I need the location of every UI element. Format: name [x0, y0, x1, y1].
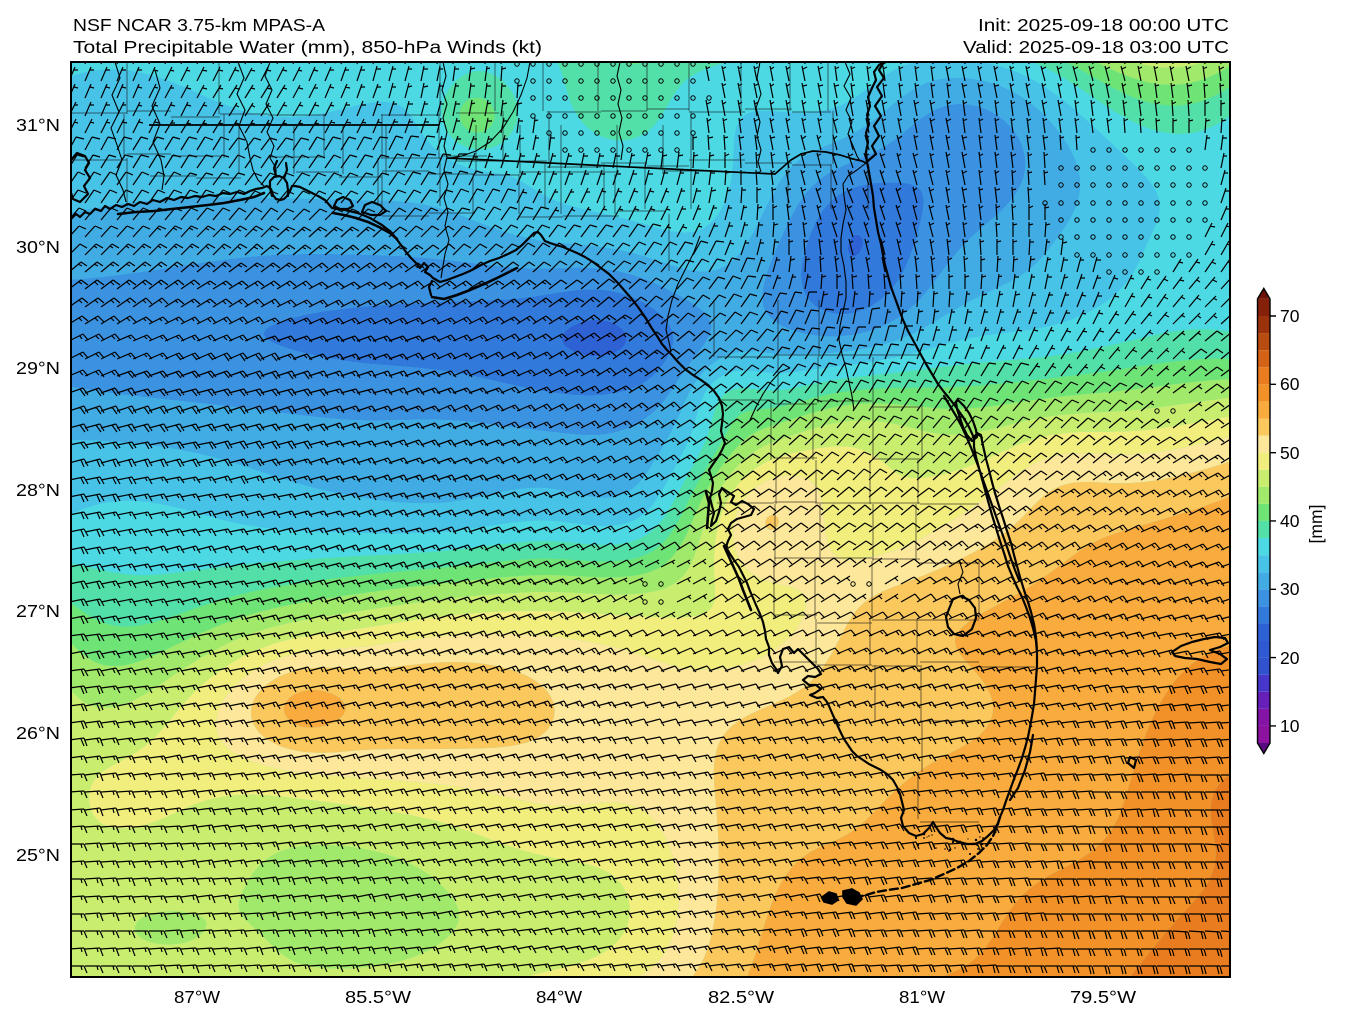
svg-text:26°N: 26°N: [16, 723, 60, 743]
svg-text:70: 70: [1280, 306, 1300, 326]
svg-text:81°W: 81°W: [899, 987, 946, 1007]
svg-text:Valid: 2025-09-18 03:00 UTC: Valid: 2025-09-18 03:00 UTC: [963, 37, 1229, 57]
svg-text:82.5°W: 82.5°W: [708, 987, 775, 1007]
svg-text:50: 50: [1280, 443, 1300, 463]
svg-text:85.5°W: 85.5°W: [345, 987, 412, 1007]
svg-text:10: 10: [1280, 716, 1300, 736]
svg-text:31°N: 31°N: [16, 115, 60, 135]
svg-text:79.5°W: 79.5°W: [1070, 987, 1137, 1007]
svg-text:20: 20: [1280, 648, 1300, 668]
svg-text:30°N: 30°N: [16, 237, 60, 257]
svg-text:Total Precipitable Water (mm),: Total Precipitable Water (mm), 850-hPa W…: [73, 37, 542, 57]
svg-text:40: 40: [1280, 511, 1300, 531]
svg-text:87°W: 87°W: [174, 987, 221, 1007]
svg-text:28°N: 28°N: [16, 480, 60, 500]
svg-text:30: 30: [1280, 579, 1300, 599]
svg-text:[mm]: [mm]: [1306, 505, 1326, 544]
svg-text:29°N: 29°N: [16, 358, 60, 378]
svg-text:25°N: 25°N: [16, 845, 60, 865]
svg-text:NSF NCAR 3.75-km MPAS-A: NSF NCAR 3.75-km MPAS-A: [73, 15, 326, 35]
svg-text:60: 60: [1280, 374, 1300, 394]
svg-text:Init: 2025-09-18 00:00 UTC: Init: 2025-09-18 00:00 UTC: [978, 15, 1229, 35]
svg-text:84°W: 84°W: [536, 987, 583, 1007]
svg-text:27°N: 27°N: [16, 601, 60, 621]
